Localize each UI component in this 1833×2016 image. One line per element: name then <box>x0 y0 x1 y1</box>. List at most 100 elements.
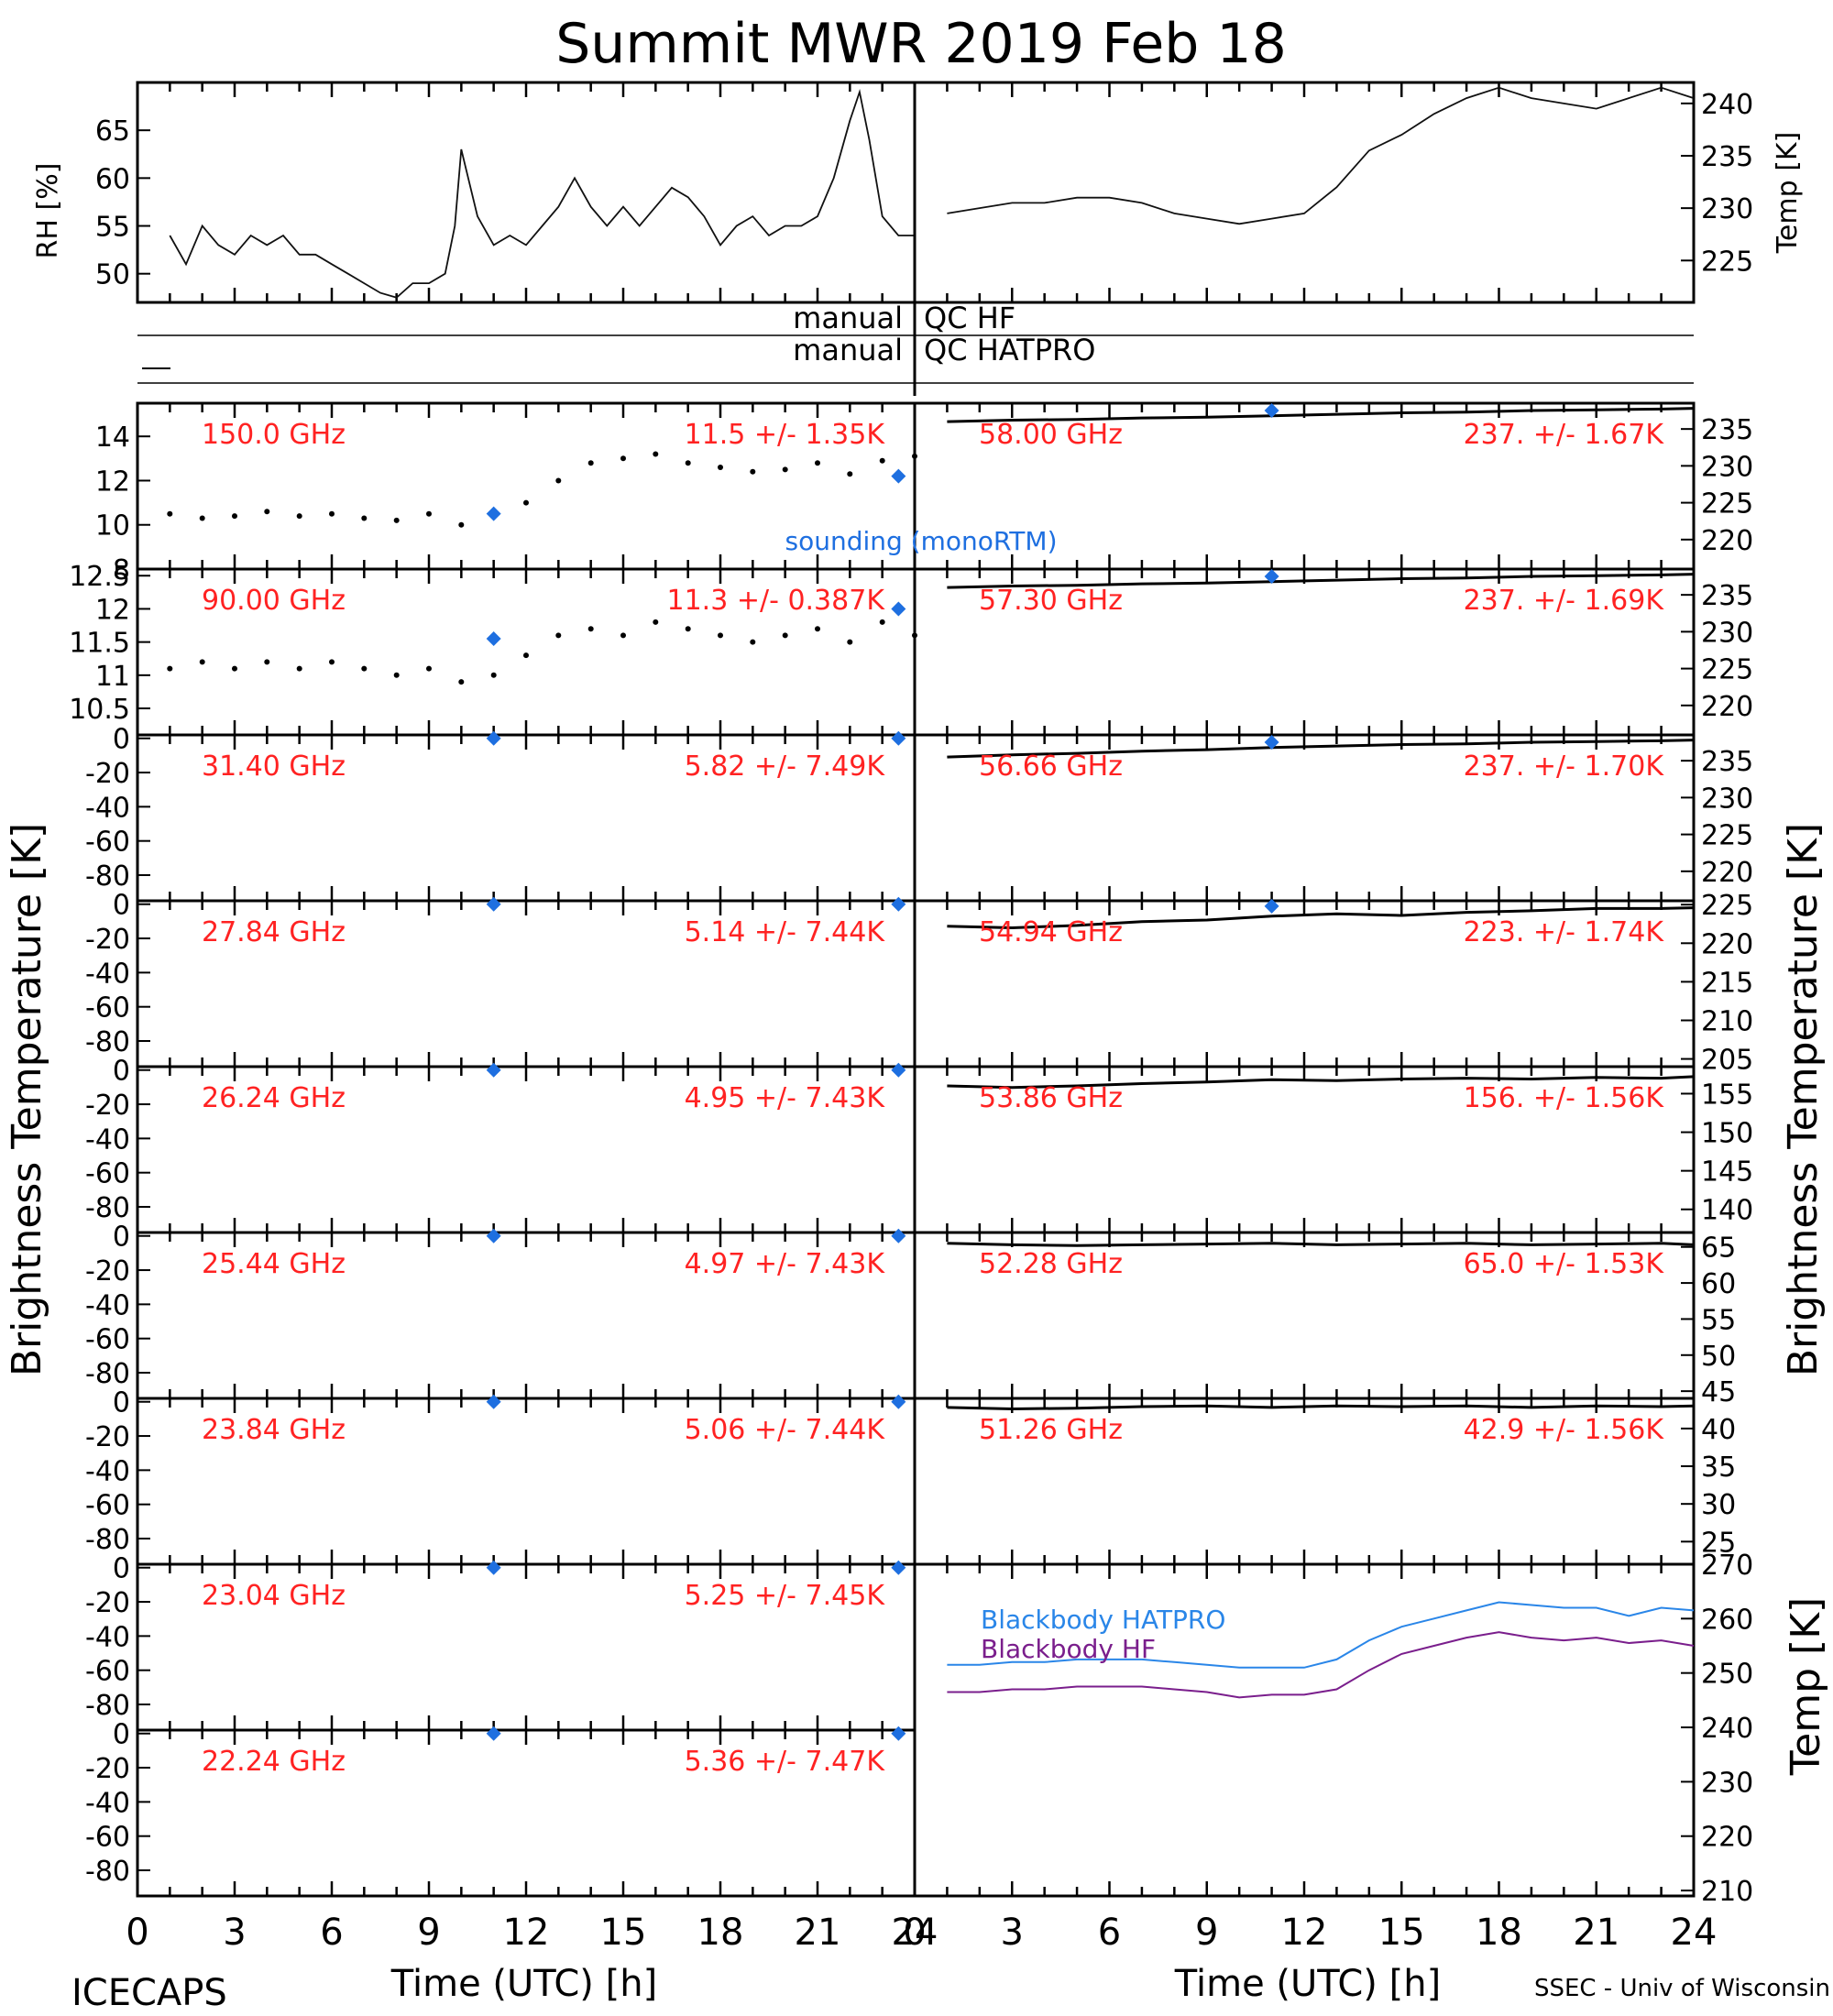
ch-23-04-frequency: 23.04 GHz <box>202 1580 346 1612</box>
xtick-label-right-24: 24 <box>1671 1912 1718 1954</box>
ch-54-94-series <box>947 906 1695 930</box>
ch-27-84-ytick-label-neg-60: -60 <box>85 992 130 1024</box>
rh-panel-ytick-label-55: 55 <box>95 212 130 244</box>
ch-150-00-series-point-22 <box>879 457 885 464</box>
ch-150-00-series-point-20 <box>815 460 820 466</box>
ch-150-00-series-point-5 <box>329 510 335 517</box>
ch-31-40-ytick-label-neg-60: -60 <box>85 827 130 859</box>
ch-90-00-frequency: 90.00 GHz <box>202 585 346 617</box>
ch-56-66-ytick-label-230: 230 <box>1701 783 1753 815</box>
ch-90-00-series-point-9 <box>458 679 465 685</box>
ch-26-24-ytick-label-neg-60: -60 <box>85 1158 130 1190</box>
ch-53-86-series <box>947 1075 1695 1090</box>
ch-90-00-series-point-14 <box>620 632 626 639</box>
temp-panel-ytick-label-230: 230 <box>1701 193 1753 225</box>
ch-23-84-stats: 5.06 +/- 7.44K <box>685 1414 886 1446</box>
ch-26-24-ytick-label-0: 0 <box>113 1056 130 1088</box>
xtick-label-right-3: 3 <box>1001 1912 1024 1954</box>
blackbody-panel-ytick-label-210: 210 <box>1701 1876 1753 1908</box>
qc-hf-manual: manual <box>793 301 903 335</box>
ch-27-84-frequency: 27.84 GHz <box>202 916 346 948</box>
ch-90-00-ytick-label-11neg-5: 11.5 <box>69 628 130 660</box>
xtick-label-right-0: 0 <box>903 1912 926 1954</box>
xtick-label-left-6: 6 <box>320 1912 343 1954</box>
ch-23-84-ytick-label-neg-40: -40 <box>85 1455 130 1487</box>
ch-31-40-ytick-label-neg-20: -20 <box>85 758 130 790</box>
ch-22-24-ytick-label-0: 0 <box>113 1719 130 1751</box>
ch-53-86-stats: 156. +/- 1.56K <box>1464 1082 1665 1114</box>
ch-150-00-series-point-19 <box>782 466 788 473</box>
ch-23-04-ytick-label-neg-20: -20 <box>85 1587 130 1619</box>
ch-52-28-ytick-label-55: 55 <box>1701 1304 1736 1336</box>
ch-54-94-ytick-label-215: 215 <box>1701 967 1753 999</box>
blackbody-series-0 <box>947 1601 1695 1669</box>
ch-150-00-series-point-11 <box>523 499 529 506</box>
ch-51-26-frequency: 51.26 GHz <box>979 1414 1123 1446</box>
temp-panel-frame <box>913 81 1696 304</box>
ch-51-26-ytick-label-35: 35 <box>1701 1452 1736 1484</box>
ch-150-00-sounding-0 <box>486 506 501 521</box>
ch-90-00-series-point-4 <box>296 665 302 672</box>
ch-150-00-series-point-14 <box>620 455 626 462</box>
temp-axis-title: Temp [K] <box>1772 132 1804 255</box>
ch-150-00-series-point-1 <box>199 515 205 521</box>
ch-57-30-ytick-label-230: 230 <box>1701 617 1753 649</box>
ch-22-24-sounding-1 <box>891 1726 906 1741</box>
ch-90-00-ytick-label-12neg-5: 12.5 <box>69 561 130 593</box>
ch-25-44-ytick-label-neg-40: -40 <box>85 1289 130 1321</box>
ch-90-00-series-point-8 <box>426 665 432 672</box>
ch-90-00-series-point-10 <box>490 672 497 678</box>
ch-23-84-ytick-label-neg-80: -80 <box>85 1524 130 1556</box>
ch-31-40-sounding-0 <box>486 730 501 746</box>
ch-90-00-series-point-19 <box>782 632 788 639</box>
ch-53-86-ytick-label-140: 140 <box>1701 1195 1753 1227</box>
blackbody-legend-0: Blackbody HATPRO <box>981 1605 1225 1635</box>
ch-26-24-sounding-1 <box>891 1062 906 1078</box>
ch-57-30-frequency: 57.30 GHz <box>979 585 1123 617</box>
ch-57-30-sounding-0 <box>1264 569 1279 585</box>
qc-hf-label: QC HF <box>924 301 1015 335</box>
ch-150-00-series-point-15 <box>653 451 659 457</box>
ch-56-66-frequency: 56.66 GHz <box>979 751 1123 783</box>
ch-150-00-series-point-12 <box>555 477 562 484</box>
ch-51-26-stats: 42.9 +/- 1.56K <box>1464 1414 1665 1446</box>
rh-series <box>169 88 915 299</box>
xtick-label-right-18: 18 <box>1476 1912 1522 1954</box>
ch-150-00-ytick-label-12: 12 <box>95 466 130 498</box>
ch-90-00-series-point-13 <box>587 626 594 632</box>
ch-22-24-sounding-0 <box>486 1726 501 1741</box>
ch-51-26-series <box>947 1404 1695 1411</box>
xtick-label-left-0: 0 <box>126 1912 148 1954</box>
temp-series <box>947 86 1695 225</box>
ch-52-28-ytick-label-65: 65 <box>1701 1233 1736 1265</box>
ch-56-66-stats: 237. +/- 1.70K <box>1464 751 1665 783</box>
ch-90-00-ytick-label-12: 12 <box>95 594 130 626</box>
ch-23-04-ytick-label-neg-80: -80 <box>85 1690 130 1722</box>
ch-53-86-ytick-label-150: 150 <box>1701 1118 1753 1150</box>
ch-22-24-ytick-label-neg-40: -40 <box>85 1787 130 1819</box>
xtick-label-left-24: 24 <box>892 1912 938 1954</box>
ch-56-66-ytick-label-220: 220 <box>1701 857 1753 889</box>
xtick-label-left-21: 21 <box>795 1912 841 1954</box>
rh-axis-title: RH [%] <box>32 163 64 259</box>
ch-27-84-ytick-label-neg-80: -80 <box>85 1026 130 1058</box>
ch-90-00-series-point-12 <box>555 632 562 639</box>
tb-right-axis-title: Brightness Temperature [K] <box>1780 823 1827 1376</box>
ch-150-00-series-point-8 <box>426 510 432 517</box>
ch-150-00-series-point-21 <box>847 471 853 477</box>
ch-26-24-ytick-label-neg-80: -80 <box>85 1192 130 1224</box>
ch-23-84-ytick-label-0: 0 <box>113 1387 130 1419</box>
ch-57-30-ytick-label-220: 220 <box>1701 691 1753 723</box>
ch-23-04-ytick-label-0: 0 <box>113 1553 130 1585</box>
xtick-label-right-6: 6 <box>1098 1912 1121 1954</box>
ch-90-00-series-point-16 <box>685 626 691 632</box>
ch-150-00-series-point-7 <box>393 517 400 523</box>
ch-90-00-series-point-6 <box>361 665 368 672</box>
ch-31-40-ytick-label-neg-40: -40 <box>85 792 130 824</box>
ch-26-24-ytick-label-neg-40: -40 <box>85 1123 130 1156</box>
ch-58-00-ytick-label-230: 230 <box>1701 451 1753 483</box>
ch-27-84-ytick-label-0: 0 <box>113 890 130 922</box>
ch-150-00-ytick-label-14: 14 <box>95 422 130 454</box>
ch-54-94-frequency: 54.94 GHz <box>979 916 1123 948</box>
ch-58-00-series <box>947 407 1695 423</box>
